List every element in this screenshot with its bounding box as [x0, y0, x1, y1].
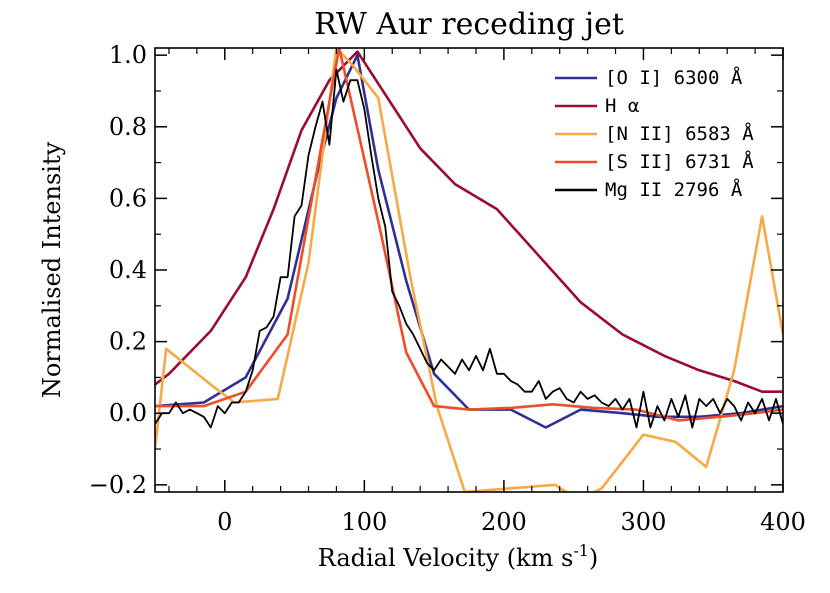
series-layer: [155, 48, 783, 492]
y-tick-label: 0.6: [109, 184, 147, 212]
chart-title: RW Aur receding jet: [314, 7, 624, 42]
legend-label-0: [O I] 6300 Å: [605, 66, 743, 89]
series-line-1: [155, 50, 783, 394]
x-tick-label: 300: [621, 508, 667, 536]
y-tick-label: 0.0: [109, 399, 147, 427]
series-line-3: [155, 48, 783, 422]
x-axis: 0 100 200 300 400: [168, 48, 806, 536]
x-tick-label: 400: [760, 508, 806, 536]
y-tick-label: 1.0: [109, 41, 147, 69]
series-line-0: [155, 53, 783, 429]
y-tick-label: 0.8: [109, 113, 147, 141]
legend-label-3: [S II] 6731 Å: [605, 150, 754, 173]
y-tick-label: 0.4: [109, 256, 147, 284]
legend: [O I] 6300 Å H α [N II] 6583 Å [S II] 6731 …: [555, 66, 754, 201]
y-axis: −0.2 0.0 0.2 0.4 0.6 0.8 1.0: [89, 41, 783, 499]
series-line-4: [155, 68, 783, 429]
series-line-2: [155, 48, 783, 492]
y-tick-label: −0.2: [89, 471, 147, 499]
x-axis-label: Radial Velocity (km s-1): [318, 541, 599, 572]
legend-label-2: [N II] 6583 Å: [605, 122, 754, 145]
x-axis-label-unit-superscript: -1: [573, 541, 589, 560]
x-tick-label: 0: [217, 508, 232, 536]
x-tick-label: 100: [341, 508, 387, 536]
legend-label-4: Mg II 2796 Å: [605, 178, 743, 201]
y-axis-label: Normalised Intensity: [38, 141, 66, 398]
x-tick-label: 200: [481, 508, 527, 536]
y-tick-label: 0.2: [109, 328, 147, 356]
legend-label-1: H α: [605, 95, 639, 117]
x-axis-label-main: Radial Velocity (km s: [318, 544, 574, 572]
x-axis-label-close: ): [589, 544, 598, 572]
